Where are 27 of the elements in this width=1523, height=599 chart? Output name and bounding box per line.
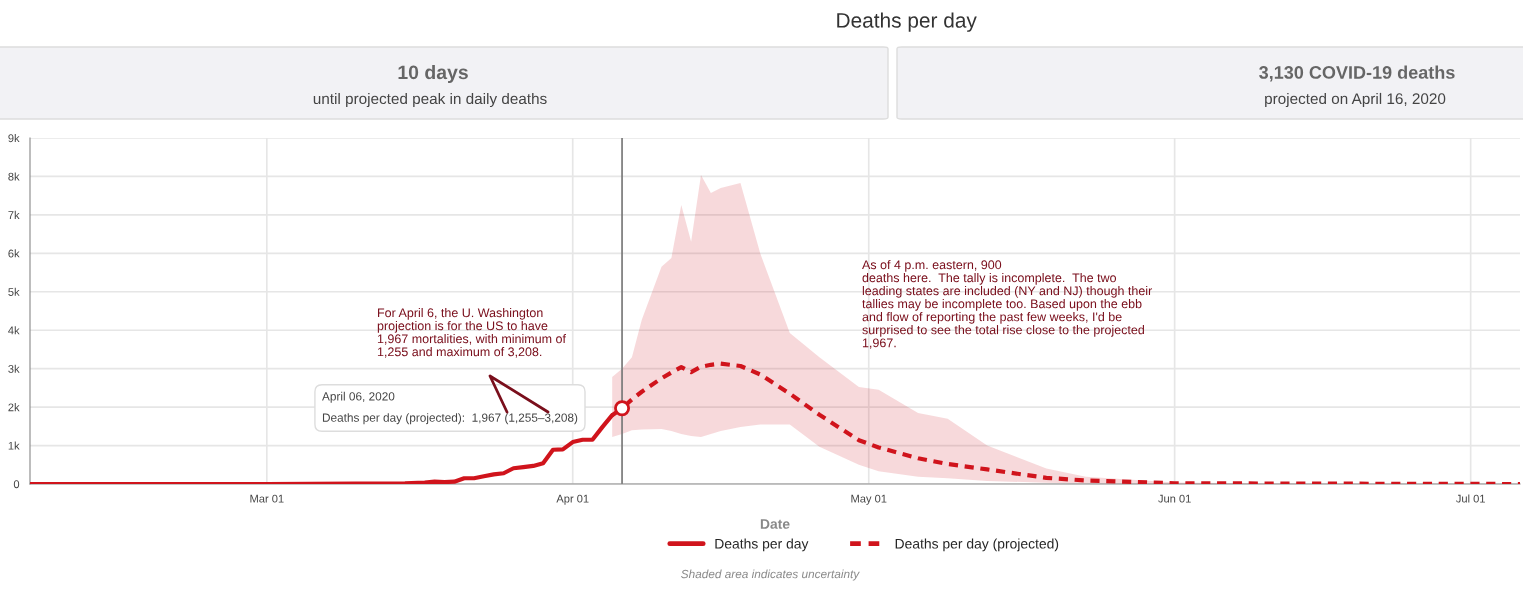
- chart-title: Deaths per day: [837, 12, 977, 32]
- y-tick-label: 2k: [8, 403, 20, 412]
- y-tick-label: 3k: [8, 364, 20, 373]
- legend-label: Deaths per day: [715, 538, 809, 552]
- text: 3,130 COVID-19 deaths: [1259, 65, 1455, 82]
- y-tick-label: 4k: [8, 326, 20, 335]
- annotation: As of 4 p.m. eastern, 900 deaths here. The tally is incomplete. The two leading states are included (NY and NJ) though their tallies may be incomplete too. Based upon the ebb and flow of reporting the past few weeks, I'd be surprised to see the total rise close to the projected 1,967.: [862, 260, 1153, 349]
- y-tick-label: 5k: [8, 287, 20, 296]
- y-tick-label: 6k: [8, 249, 20, 258]
- y-tick-label: 7k: [8, 210, 20, 219]
- text: until projected peak in daily deaths: [313, 92, 547, 108]
- x-tick-label: May 01: [851, 494, 887, 505]
- x-axis-title: Date: [760, 519, 790, 529]
- y-tick-label: 0: [13, 480, 20, 489]
- text: Shaded area indicates uncertainty: [681, 569, 860, 581]
- y-tick-label: 9k: [8, 133, 20, 143]
- x-tick-label: Jun 01: [1158, 494, 1191, 503]
- y-tick-label: 8k: [8, 172, 20, 181]
- annotation: April 06, 2020 Deaths per day (projected): 1,967 (1,255–3,208): [322, 391, 578, 425]
- legend-label: Deaths per day (projected): [895, 538, 1059, 552]
- text: 10 days: [398, 64, 468, 84]
- x-tick-label: Apr 01: [556, 494, 589, 505]
- y-tick-label: 1k: [8, 441, 20, 450]
- x-tick-label: Jul 01: [1456, 494, 1485, 503]
- annotation: For April 6, the U. Washington projection is for the US to have 1,967 mortalities, with minimum of 1,255 and maximum of 3,208.: [377, 308, 566, 358]
- x-tick-label: Mar 01: [250, 494, 284, 503]
- text: projected on April 16, 2020: [1265, 92, 1446, 108]
